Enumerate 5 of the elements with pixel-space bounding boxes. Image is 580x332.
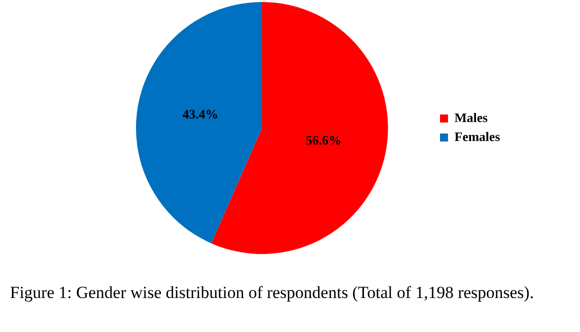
- legend-label: Females: [454, 128, 500, 144]
- caption: Figure 1: Gender wise distribution of respondents (Total of 1,198 responses).: [10, 283, 535, 303]
- data-label: 43.4%: [182, 106, 218, 122]
- legend-label: Males: [454, 110, 488, 125]
- data-label: 56.6%: [306, 132, 342, 148]
